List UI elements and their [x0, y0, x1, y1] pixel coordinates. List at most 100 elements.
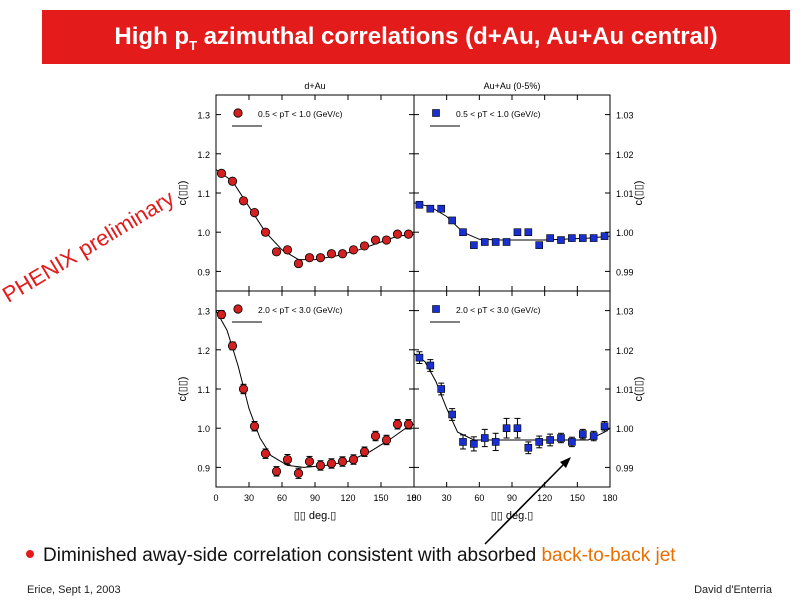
data-point [238, 196, 249, 206]
data-point [524, 228, 533, 236]
data-point [600, 422, 609, 431]
data-point [480, 238, 489, 246]
arrow-head-icon [560, 457, 571, 468]
data-point [415, 200, 424, 209]
data-point [480, 434, 489, 442]
x-tick-label: 90 [310, 493, 320, 503]
x-tick-label: 90 [507, 493, 517, 503]
title-subscript: T [189, 37, 198, 53]
legend-marker [233, 304, 243, 314]
y-axis-label: c(▯▯) [633, 181, 645, 206]
x-tick-label: 30 [442, 493, 452, 503]
data-point [524, 443, 533, 452]
y-tick-label: 1.1 [197, 189, 210, 199]
y-tick-label: 1.1 [197, 385, 210, 395]
y-tick-label: 0.99 [616, 463, 634, 473]
data-point [470, 241, 478, 249]
bullet-dot-icon [26, 549, 34, 558]
x-tick-label: 30 [244, 493, 254, 503]
data-point [459, 438, 467, 446]
y-tick-label: 1.01 [616, 189, 634, 199]
y-tick-label: 1.2 [197, 150, 210, 160]
data-point [491, 238, 500, 246]
data-point [315, 253, 326, 263]
data-point [293, 258, 304, 269]
data-point [227, 341, 238, 351]
data-point [578, 430, 587, 438]
y-tick-label: 1.00 [616, 424, 634, 434]
data-point [282, 454, 293, 465]
y-tick-label: 1.0 [197, 424, 210, 434]
y-tick-label: 1.2 [197, 346, 210, 356]
data-point [491, 438, 500, 446]
data-point [448, 410, 456, 419]
data-point [337, 456, 348, 467]
data-point [238, 384, 249, 394]
fit-curve [413, 353, 611, 441]
data-point [437, 204, 446, 213]
panel-label: 0.5 < pT < 1.0 (GeV/c) [258, 109, 343, 119]
x-tick-label: 150 [373, 493, 388, 503]
data-point [403, 229, 414, 239]
data-point [304, 456, 315, 467]
data-point [260, 227, 271, 237]
data-point [589, 234, 598, 242]
panel-label: 0.5 < pT < 1.0 (GeV/c) [456, 109, 541, 119]
y-tick-label: 1.3 [197, 307, 210, 317]
data-point [589, 432, 598, 440]
x-tick-label: 120 [340, 493, 355, 503]
data-point [535, 241, 544, 249]
data-point [557, 236, 565, 244]
y-tick-label: 0.9 [197, 463, 210, 473]
x-axis-label: ▯▯ deg.▯ [294, 510, 337, 522]
y-tick-label: 0.99 [616, 267, 634, 277]
panel-label: 2.0 < pT < 3.0 (GeV/c) [258, 305, 343, 315]
data-point [359, 241, 370, 251]
data-point [348, 245, 359, 255]
y-tick-label: 1.3 [197, 111, 210, 121]
data-point [370, 431, 381, 441]
data-point [513, 424, 522, 433]
data-point [546, 436, 554, 444]
y-axis-label: c(▯▯) [177, 377, 189, 402]
data-point [326, 458, 337, 469]
data-point [370, 235, 381, 245]
data-point [392, 229, 403, 239]
data-point [546, 234, 554, 242]
data-point [326, 249, 337, 259]
y-tick-label: 1.03 [616, 307, 634, 317]
data-point [535, 438, 544, 446]
data-point [426, 204, 435, 213]
data-point [459, 228, 467, 236]
y-tick-label: 0.9 [197, 267, 210, 277]
data-point [216, 309, 227, 320]
data-point [381, 235, 392, 245]
data-point [578, 234, 587, 242]
y-tick-label: 1.0 [197, 228, 210, 238]
data-point [568, 438, 576, 446]
y-tick-label: 1.02 [616, 150, 634, 160]
data-point [293, 468, 304, 478]
bullet-point: Diminished away-side correlation consist… [26, 545, 676, 567]
data-point [271, 466, 282, 476]
x-tick-label: 180 [406, 493, 421, 503]
data-point [448, 216, 456, 225]
title-banner: High pT azimuthal correlations (d+Au, Au… [42, 10, 790, 64]
panel-frame [413, 94, 611, 292]
panel-label: 2.0 < pT < 3.0 (GeV/c) [456, 305, 541, 315]
column-title: d+Au [304, 81, 325, 91]
slide-title: High pT azimuthal correlations (d+Au, Au… [42, 10, 790, 64]
data-point [282, 245, 293, 255]
annotation-arrow-line [484, 462, 566, 545]
data-point [403, 419, 414, 429]
x-tick-label: 60 [277, 493, 287, 503]
data-point [359, 447, 370, 457]
x-tick-label: 0 [213, 493, 218, 503]
data-point [513, 228, 522, 236]
panel-frame [215, 94, 415, 292]
x-tick-label: 180 [602, 493, 617, 503]
footer-venue-date: Erice, Sept 1, 2003 [27, 584, 121, 596]
data-point [304, 253, 315, 263]
data-point [502, 424, 511, 433]
